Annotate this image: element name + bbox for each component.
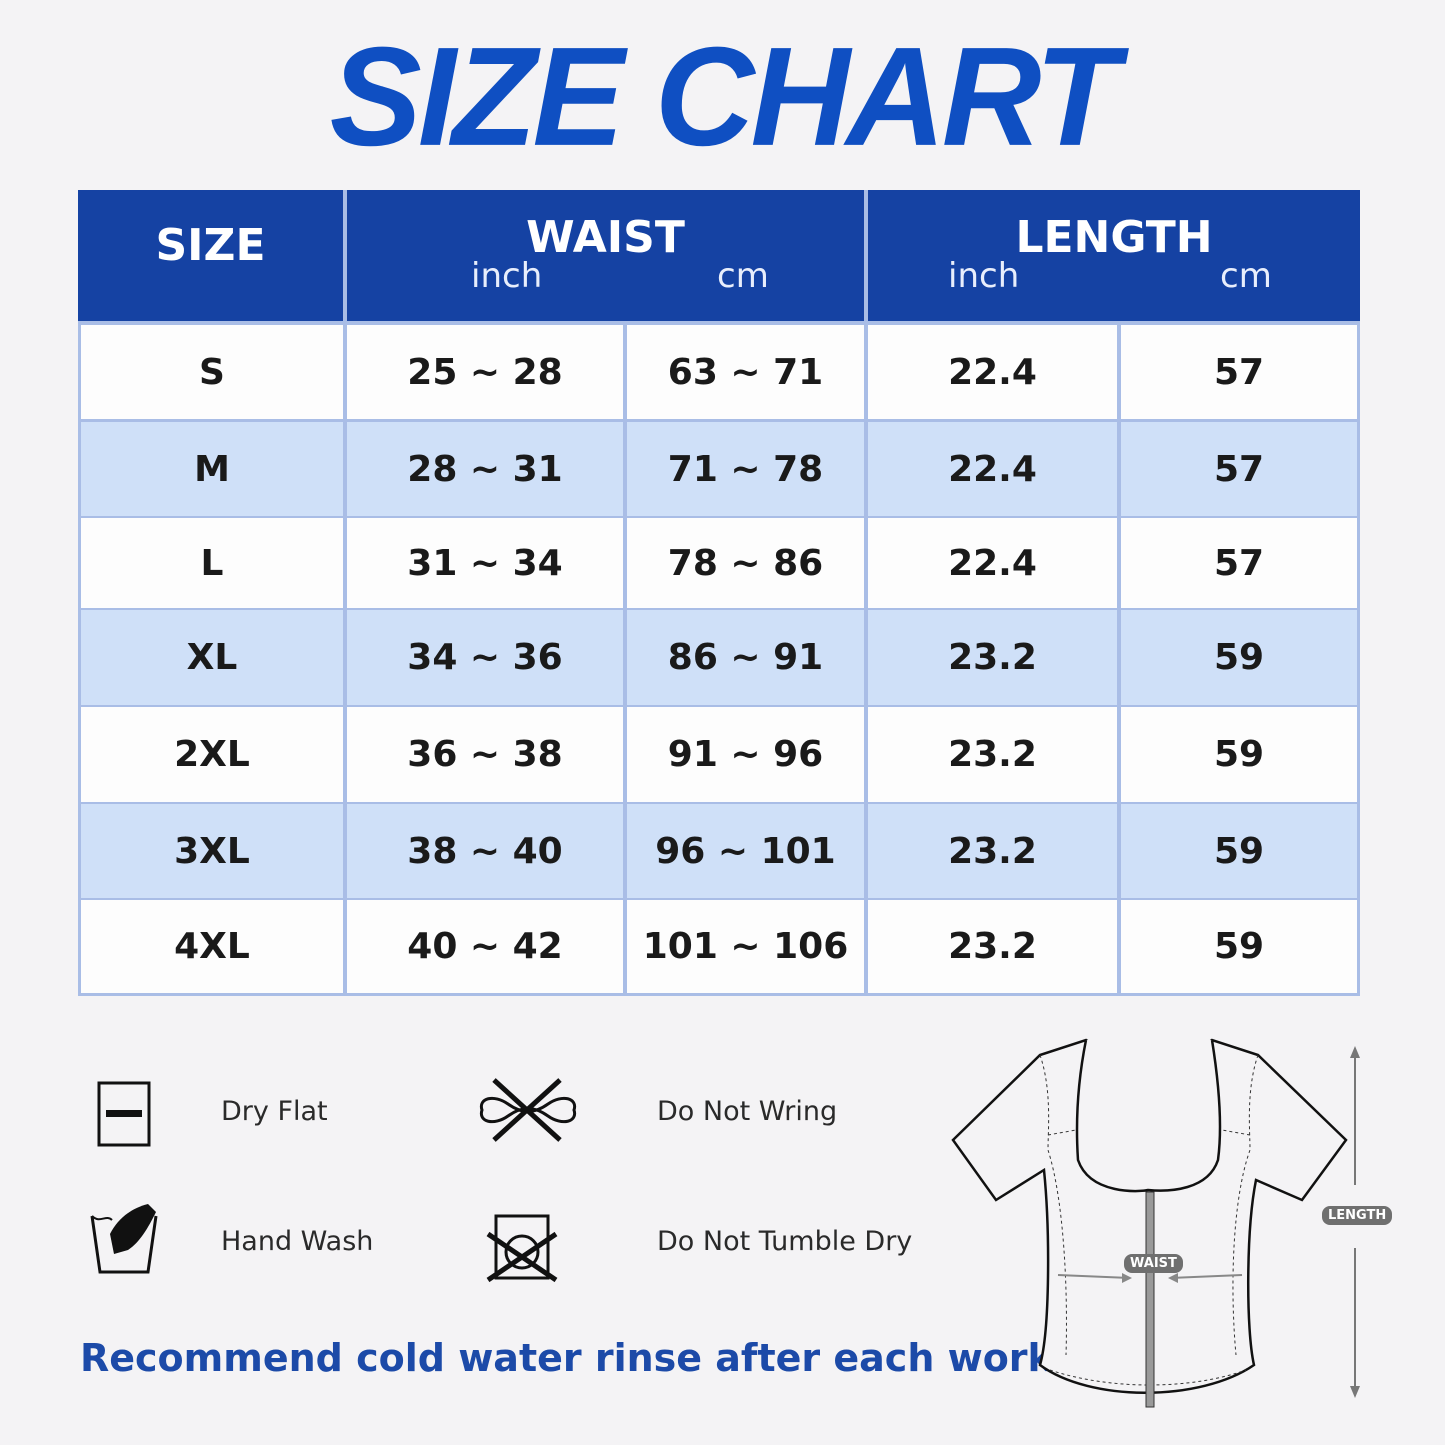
cell-size: 4XL: [81, 900, 343, 993]
care-label-do-not-wring: Do Not Wring: [657, 1096, 838, 1127]
cell-length-inch: 23.2: [868, 610, 1117, 705]
header-length-cm: cm: [1220, 256, 1272, 296]
cell-size: XL: [81, 610, 343, 705]
length-label: LENGTH: [1322, 1206, 1393, 1225]
zipper-icon: [1145, 1191, 1155, 1408]
cell-length-cm: 57: [1121, 325, 1357, 419]
cell-length-inch: 22.4: [868, 518, 1117, 608]
cell-length-cm: 59: [1121, 900, 1357, 993]
header-waist-cm: cm: [717, 256, 769, 296]
cell-waist-cm: 78 ~ 86: [627, 518, 864, 608]
cell-waist-cm: 63 ~ 71: [627, 325, 864, 419]
do-not-wring-icon: [479, 1078, 577, 1142]
cell-size: S: [81, 325, 343, 419]
cell-size: M: [81, 422, 343, 516]
care-label-hand-wash: Hand Wash: [221, 1226, 374, 1257]
garment-diagram: [951, 1038, 1360, 1408]
cell-length-cm: 59: [1121, 610, 1357, 705]
header-size: SIZE: [78, 190, 343, 321]
header-waist-inch: inch: [471, 256, 543, 296]
cell-size: 3XL: [81, 804, 343, 898]
cell-waist-cm: 86 ~ 91: [627, 610, 864, 705]
cell-waist-inch: 28 ~ 31: [347, 422, 623, 516]
care-label-do-not-tumble-dry: Do Not Tumble Dry: [657, 1226, 913, 1257]
header-length-label: LENGTH: [1015, 212, 1213, 263]
header-size-label: SIZE: [155, 220, 266, 271]
waist-label: WAIST: [1124, 1254, 1183, 1273]
cell-waist-cm: 91 ~ 96: [627, 707, 864, 802]
cell-length-inch: 22.4: [868, 325, 1117, 419]
cell-length-cm: 57: [1121, 422, 1357, 516]
cell-waist-cm: 101 ~ 106: [627, 900, 864, 993]
care-note: Recommend cold water rinse after each wo…: [80, 1336, 1138, 1380]
cell-length-cm: 59: [1121, 707, 1357, 802]
header-length: LENGTH inch cm: [868, 190, 1360, 321]
cell-length-inch: 22.4: [868, 422, 1117, 516]
hand-wash-icon: [90, 1204, 158, 1274]
cell-waist-inch: 40 ~ 42: [347, 900, 623, 993]
header-waist-label: WAIST: [526, 212, 685, 263]
cell-length-inch: 23.2: [868, 900, 1117, 993]
cell-size: L: [81, 518, 343, 608]
cell-waist-inch: 38 ~ 40: [347, 804, 623, 898]
cell-waist-inch: 36 ~ 38: [347, 707, 623, 802]
cell-waist-inch: 31 ~ 34: [347, 518, 623, 608]
header-length-inch: inch: [948, 256, 1020, 296]
cell-size: 2XL: [81, 707, 343, 802]
header-waist: WAIST inch cm: [347, 190, 864, 321]
cell-waist-inch: 25 ~ 28: [347, 325, 623, 419]
do-not-tumble-dry-icon: [486, 1214, 558, 1283]
dry-flat-icon: [97, 1081, 151, 1147]
cell-length-inch: 23.2: [868, 707, 1117, 802]
size-table: SIZE WAIST inch cm LENGTH inch cm S 25 ~ …: [78, 190, 1360, 996]
cell-length-cm: 57: [1121, 518, 1357, 608]
cell-length-inch: 23.2: [868, 804, 1117, 898]
cell-waist-cm: 96 ~ 101: [627, 804, 864, 898]
cell-length-cm: 59: [1121, 804, 1357, 898]
page-title: SIZE CHART: [329, 18, 1120, 176]
cell-waist-cm: 71 ~ 78: [627, 422, 864, 516]
care-label-dry-flat: Dry Flat: [221, 1096, 328, 1127]
cell-waist-inch: 34 ~ 36: [347, 610, 623, 705]
